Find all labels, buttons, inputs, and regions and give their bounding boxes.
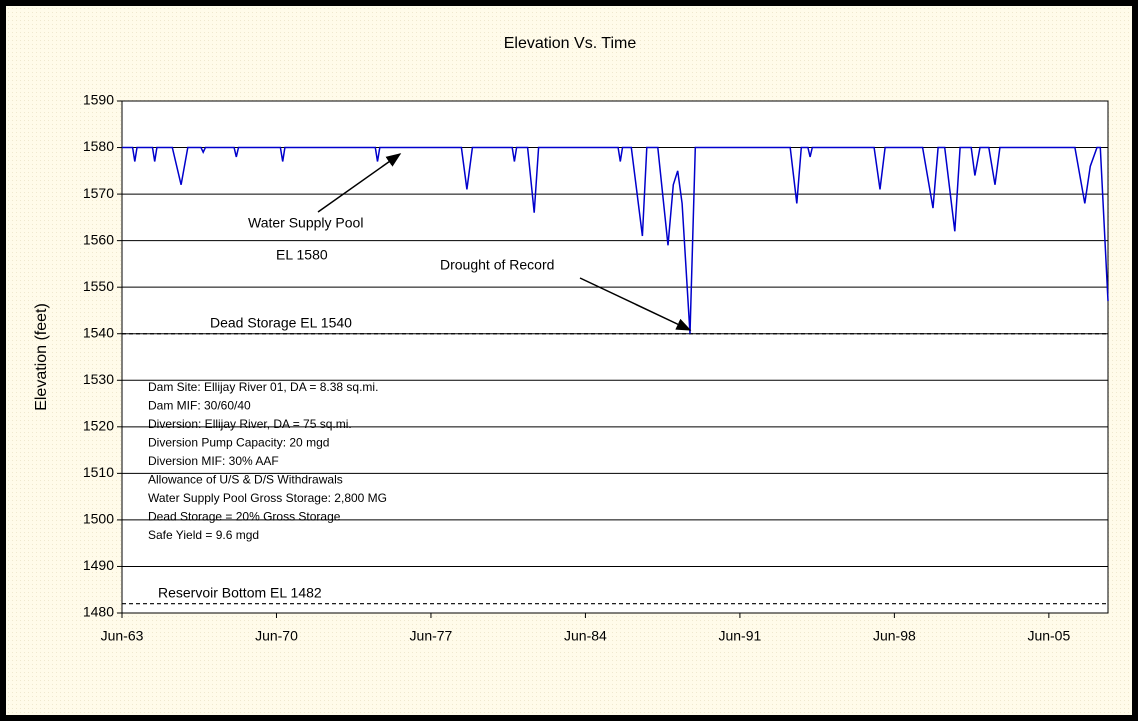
- note: Dam Site: Ellijay River 01, DA = 8.38 sq…: [148, 380, 378, 394]
- y-axis-label: Elevation (feet): [33, 303, 50, 411]
- y-tick-label: 1570: [83, 185, 114, 201]
- note: Diversion MIF: 30% AAF: [148, 454, 279, 468]
- y-tick-label: 1480: [83, 604, 114, 620]
- y-tick-label: 1590: [83, 92, 114, 108]
- note: Dam MIF: 30/60/40: [148, 399, 251, 413]
- note: Diversion Pump Capacity: 20 mgd: [148, 436, 329, 450]
- y-tick-label: 1520: [83, 418, 114, 434]
- y-tick-label: 1530: [83, 371, 114, 387]
- y-tick-label: 1560: [83, 231, 114, 247]
- arrow: [579, 277, 692, 331]
- x-tick-label: Jun-05: [1027, 628, 1070, 644]
- reference-label: Dead Storage EL 1540: [210, 314, 352, 330]
- y-tick-label: 1580: [83, 138, 114, 154]
- plot-area: [121, 100, 1109, 614]
- y-tick-label: 1550: [83, 278, 114, 294]
- note: Dead Storage = 20% Gross Storage: [148, 510, 341, 524]
- note: Water Supply Pool Gross Storage: 2,800 M…: [148, 491, 387, 505]
- y-tick-label: 1490: [83, 557, 114, 573]
- chart-title: Elevation Vs. Time: [504, 35, 637, 52]
- x-tick-label: Jun-77: [410, 628, 453, 644]
- note: Diversion: Ellijay River, DA = 75 sq.mi.: [148, 417, 352, 431]
- note: Allowance of U/S & D/S Withdrawals: [148, 473, 343, 487]
- annotation: Drought of Record: [440, 257, 554, 273]
- y-tick-label: 1540: [83, 324, 114, 340]
- arrow: [317, 153, 402, 213]
- x-tick-label: Jun-98: [873, 628, 916, 644]
- y-tick-label: 1510: [83, 464, 114, 480]
- reference-label: Reservoir Bottom EL 1482: [158, 584, 322, 600]
- y-tick-label: 1500: [83, 511, 114, 527]
- annotation: Water Supply Pool: [248, 215, 363, 231]
- annotation: EL 1580: [276, 247, 328, 263]
- note: Safe Yield = 9.6 mgd: [148, 528, 259, 542]
- data-line: [122, 146, 1109, 334]
- x-tick-label: Jun-70: [255, 628, 298, 644]
- x-tick-label: Jun-84: [564, 628, 607, 644]
- x-tick-label: Jun-63: [101, 628, 144, 644]
- x-tick-label: Jun-91: [718, 628, 761, 644]
